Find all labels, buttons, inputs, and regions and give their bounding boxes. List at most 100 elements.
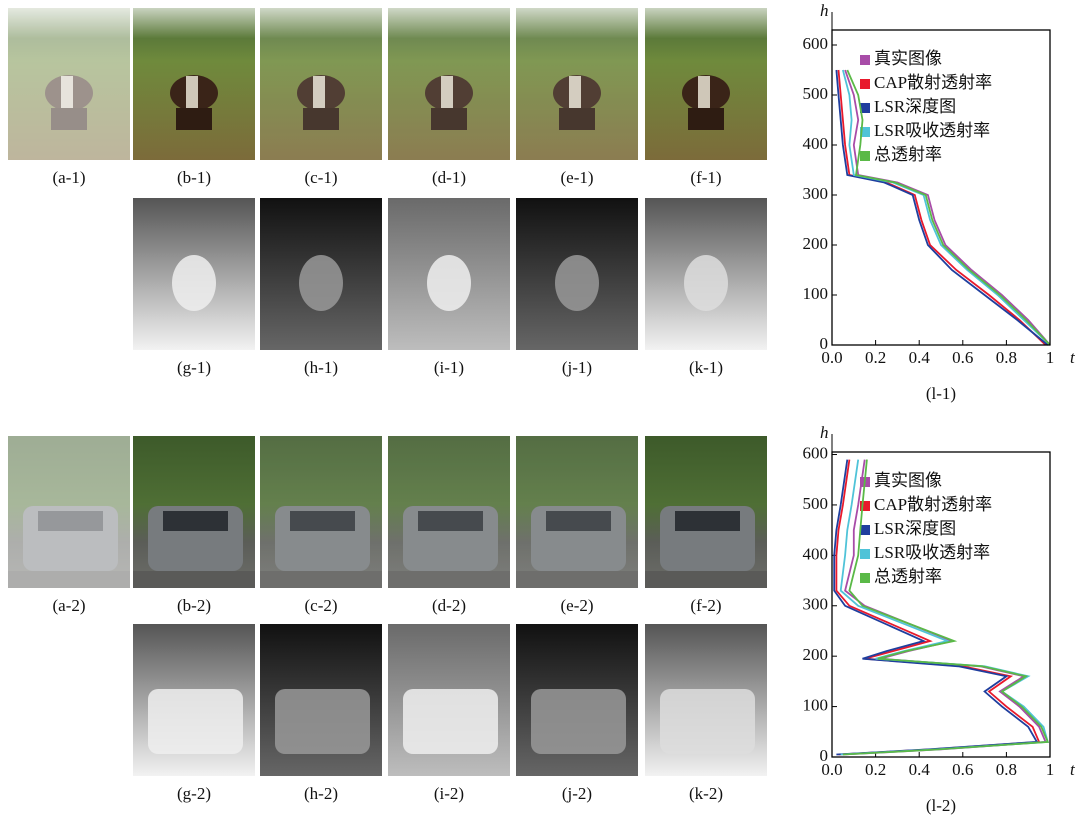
image-panel	[645, 8, 767, 160]
x-tick-label: 0.6	[952, 760, 973, 779]
object	[531, 689, 626, 754]
image-panel	[133, 436, 255, 588]
y-tick-label: 400	[803, 134, 829, 153]
road	[133, 571, 255, 588]
object	[275, 689, 370, 754]
haze	[8, 8, 130, 160]
x-tick-label: 1	[1046, 760, 1055, 779]
object	[684, 255, 728, 311]
image-panel	[133, 8, 255, 160]
image-panel	[645, 624, 767, 776]
haze	[516, 436, 638, 588]
legend-swatch	[860, 79, 870, 89]
panel-caption: (d-2)	[432, 596, 466, 615]
y-tick-label: 500	[803, 494, 829, 513]
panel-caption: (e-1)	[560, 168, 593, 187]
object	[555, 255, 599, 311]
car-window	[675, 511, 740, 531]
chart-caption: (l-2)	[926, 796, 956, 815]
legend-swatch	[860, 573, 870, 583]
cow-belt	[698, 76, 710, 110]
car-window	[163, 511, 228, 531]
y-tick-label: 400	[803, 544, 829, 563]
image-panel	[645, 436, 767, 588]
panel-caption: (k-2)	[689, 784, 723, 803]
chart-caption: (l-1)	[926, 384, 956, 403]
image-panel	[516, 624, 638, 776]
y-tick-label: 0	[820, 746, 829, 765]
cow-belt	[186, 76, 198, 110]
image-panel	[133, 624, 255, 776]
panel-caption: (a-1)	[52, 168, 85, 187]
legend-label: 真实图像	[874, 49, 942, 68]
object	[660, 689, 755, 754]
y-tick-label: 200	[803, 234, 829, 253]
y-tick-label: 600	[803, 34, 829, 53]
panel-caption: (i-2)	[434, 784, 464, 803]
panel-caption: (f-2)	[690, 596, 721, 615]
image-panel	[388, 8, 510, 160]
panel-caption: (b-1)	[177, 168, 211, 187]
x-tick-label: 0.8	[996, 760, 1017, 779]
panel-caption: (a-2)	[52, 596, 85, 615]
image-panel	[516, 8, 638, 160]
y-tick-label: 600	[803, 443, 829, 462]
image-panel	[388, 436, 510, 588]
legend-label: 总透射率	[874, 145, 942, 164]
image-panel	[516, 436, 638, 588]
haze	[516, 8, 638, 160]
y-tick-label: 0	[820, 334, 829, 353]
image-panel	[8, 8, 130, 160]
image-panel	[260, 8, 382, 160]
haze	[260, 8, 382, 160]
haze	[8, 436, 130, 588]
y-tick-label: 200	[803, 645, 829, 664]
legend-label: LSR深度图	[874, 519, 956, 538]
panel-caption: (g-1)	[177, 358, 211, 377]
image-panel	[516, 198, 638, 350]
haze	[260, 436, 382, 588]
y-axis-label: h	[820, 1, 829, 20]
panel-caption: (k-1)	[689, 358, 723, 377]
cow-legs	[176, 108, 212, 130]
image-panel	[260, 624, 382, 776]
y-axis-label: h	[820, 423, 829, 442]
figure: (a-1)(b-1)(c-1)(d-1)(e-1)(f-1)(g-1)(h-1)…	[0, 0, 1081, 823]
panel-caption: (e-2)	[560, 596, 593, 615]
legend-swatch	[860, 151, 870, 161]
x-axis-label: t	[1070, 760, 1076, 779]
legend-label: CAP散射透射率	[874, 73, 992, 92]
y-tick-label: 300	[803, 184, 829, 203]
haze	[388, 8, 510, 160]
panel-caption: (h-2)	[304, 784, 338, 803]
image-panel	[645, 198, 767, 350]
panel-caption: (i-1)	[434, 358, 464, 377]
object	[148, 689, 243, 754]
x-tick-label: 0.2	[865, 348, 886, 367]
legend-swatch	[860, 549, 870, 559]
panel-caption: (h-1)	[304, 358, 338, 377]
image-panel	[388, 198, 510, 350]
legend-label: LSR吸收透射率	[874, 121, 990, 140]
y-tick-label: 300	[803, 595, 829, 614]
legend-label: LSR吸收透射率	[874, 543, 990, 562]
object	[172, 255, 216, 311]
legend-swatch	[860, 55, 870, 65]
y-tick-label: 500	[803, 84, 829, 103]
image-panel	[388, 624, 510, 776]
x-tick-label: 0.8	[996, 348, 1017, 367]
legend-label: LSR深度图	[874, 97, 956, 116]
image-panel	[8, 436, 130, 588]
panel-caption: (b-2)	[177, 596, 211, 615]
road	[645, 571, 767, 588]
legend-label: CAP散射透射率	[874, 495, 992, 514]
x-tick-label: 0.4	[909, 348, 931, 367]
x-axis-label: t	[1070, 348, 1076, 367]
panel-caption: (d-1)	[432, 168, 466, 187]
legend-label: 总透射率	[874, 567, 942, 586]
object	[403, 689, 498, 754]
haze	[388, 436, 510, 588]
object	[427, 255, 471, 311]
panel-caption: (f-1)	[690, 168, 721, 187]
y-tick-label: 100	[803, 695, 829, 714]
